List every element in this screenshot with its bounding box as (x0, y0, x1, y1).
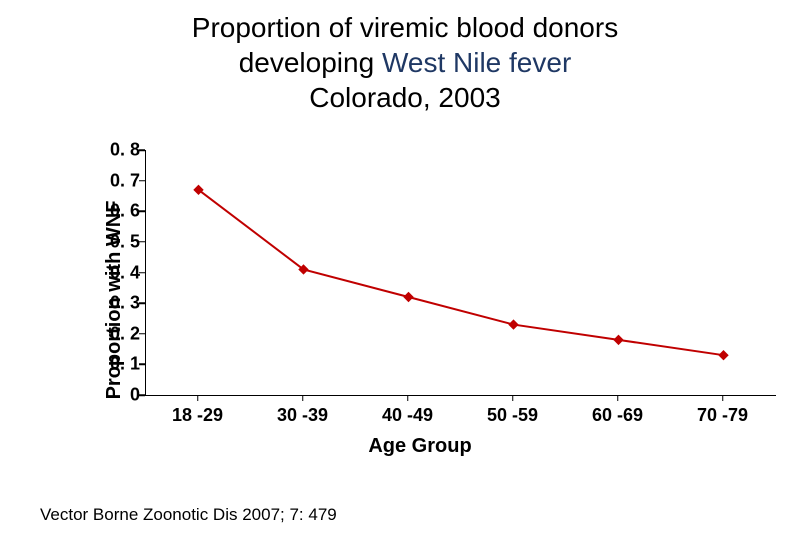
y-tick-label: 0. 4 (90, 262, 140, 283)
data-series (146, 150, 776, 395)
x-tick-label: 50 -59 (487, 405, 538, 426)
series-marker (404, 293, 413, 302)
x-tick-label: 40 -49 (382, 405, 433, 426)
title-line-2: developing West Nile fever (0, 45, 810, 80)
y-tick-label: 0. 3 (90, 293, 140, 314)
y-tick-label: 0. 1 (90, 354, 140, 375)
y-tick-label: 0. 5 (90, 231, 140, 252)
x-tick-mark (617, 395, 619, 401)
series-marker (509, 320, 518, 329)
y-tick-mark (139, 149, 145, 151)
y-tick-mark (139, 241, 145, 243)
y-tick-mark (139, 302, 145, 304)
series-marker (614, 335, 623, 344)
y-tick-mark (139, 180, 145, 182)
y-tick-mark (139, 394, 145, 396)
y-tick-mark (139, 364, 145, 366)
y-tick-label: 0. 2 (90, 323, 140, 344)
x-tick-mark (722, 395, 724, 401)
series-marker (719, 351, 728, 360)
series-line (199, 190, 724, 355)
y-tick-label: 0. 6 (90, 201, 140, 222)
y-tick-mark (139, 211, 145, 213)
x-tick-label: 30 -39 (277, 405, 328, 426)
x-tick-mark (197, 395, 199, 401)
x-tick-mark (512, 395, 514, 401)
x-axis-label: Age Group (60, 435, 780, 458)
y-tick-label: 0. 8 (90, 140, 140, 161)
citation-text: Vector Borne Zoonotic Dis 2007; 7: 479 (40, 505, 337, 525)
title-line-2-emphasis: West Nile fever (382, 47, 571, 78)
x-tick-mark (407, 395, 409, 401)
chart-area: Proportion with WNF Age Group 00. 10. 20… (60, 150, 780, 450)
y-tick-label: 0 (90, 385, 140, 406)
title-line-3: Colorado, 2003 (0, 80, 810, 115)
x-tick-label: 70 -79 (697, 405, 748, 426)
chart-title-block: Proportion of viremic blood donors devel… (0, 0, 810, 115)
y-tick-label: 0. 7 (90, 170, 140, 191)
x-tick-mark (302, 395, 304, 401)
title-line-1: Proportion of viremic blood donors (0, 10, 810, 45)
title-line-2a: developing (239, 47, 382, 78)
y-tick-mark (139, 333, 145, 335)
y-tick-mark (139, 272, 145, 274)
x-tick-label: 60 -69 (592, 405, 643, 426)
plot-region (145, 150, 776, 396)
x-tick-label: 18 -29 (172, 405, 223, 426)
